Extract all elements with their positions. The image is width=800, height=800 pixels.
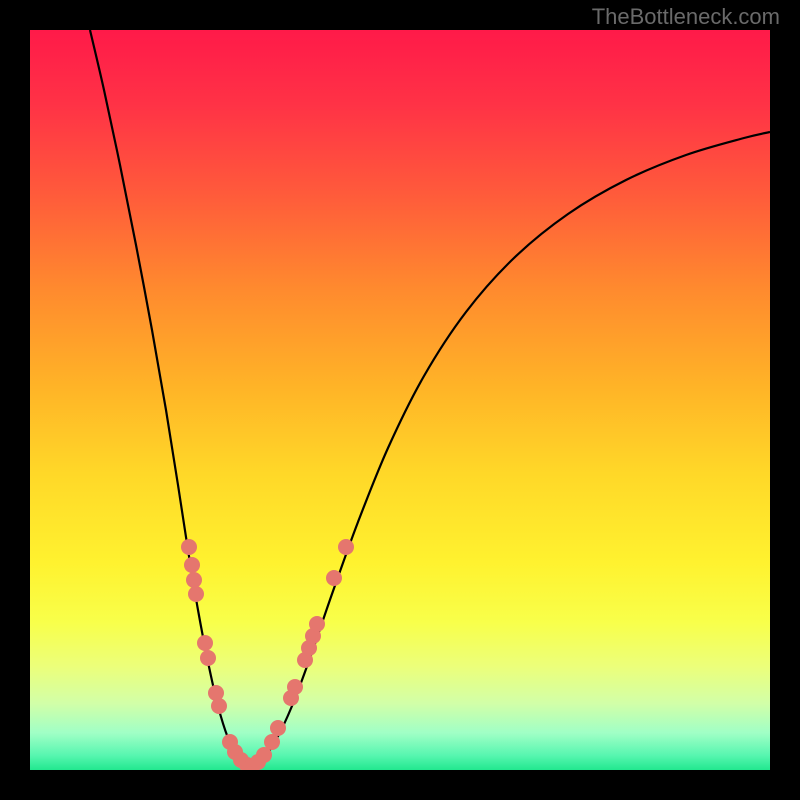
plot-area	[30, 30, 770, 770]
watermark-text: TheBottleneck.com	[592, 4, 780, 30]
gradient-background	[30, 30, 770, 770]
